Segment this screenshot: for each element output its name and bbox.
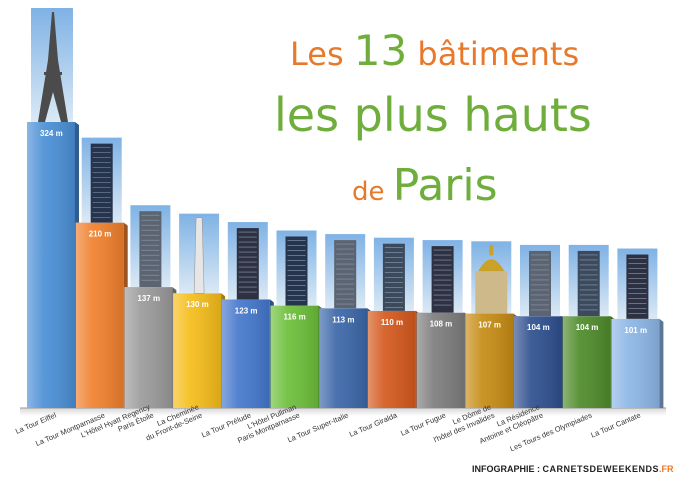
value-label-2: 210 m	[89, 230, 112, 239]
bar-6-shine	[270, 305, 319, 408]
bar-12-shine	[562, 316, 611, 408]
bar-13-shine	[611, 318, 660, 408]
value-label-9: 108 m	[430, 320, 453, 329]
building-icon	[529, 250, 551, 317]
building-icon	[236, 228, 259, 300]
value-label-12: 104 m	[576, 323, 599, 332]
eiffel-tower-icon	[38, 12, 68, 122]
bar-8-shine	[367, 310, 416, 408]
bar-2-shine	[75, 222, 124, 408]
chimney-icon	[193, 217, 205, 294]
bar-10-shine	[465, 313, 514, 408]
title-line-1: Les 13 bâtiments	[290, 30, 579, 72]
credit-label: INFOGRAPHIE :	[472, 464, 541, 474]
title-line-2: les plus hauts	[274, 88, 592, 142]
floor	[20, 408, 666, 416]
title-suffix: bâtiments	[417, 35, 580, 73]
value-label-10: 107 m	[478, 321, 501, 330]
bar-13-side	[659, 318, 664, 408]
credit-tld: .FR	[659, 464, 674, 474]
bar-4-shine	[173, 293, 222, 408]
building-icon	[382, 243, 405, 311]
building-icon	[90, 143, 113, 223]
dome-spire-icon	[489, 245, 494, 256]
value-label-13: 101 m	[624, 326, 647, 335]
title-number: 13	[353, 26, 408, 75]
value-label-1: 324 m	[40, 129, 63, 138]
value-label-6: 116 m	[284, 313, 306, 322]
building-icon	[431, 246, 454, 313]
title-prefix: Les	[290, 35, 344, 73]
eiffel-tower-platform	[44, 72, 62, 75]
value-label-8: 110 m	[381, 318, 403, 327]
bar-7-shine	[319, 308, 368, 408]
title-line-3: de Paris	[352, 164, 498, 208]
value-label-7: 113 m	[332, 315, 354, 324]
value-label-5: 123 m	[235, 306, 258, 315]
dome-icon	[478, 259, 505, 272]
credit-brand: CARNETSDEWEEKENDS	[542, 464, 660, 474]
bar-11-shine	[514, 316, 562, 408]
title-de: de	[352, 177, 385, 207]
value-label-11: 104 m	[527, 323, 550, 332]
building-icon	[626, 254, 649, 319]
building-icon	[285, 236, 308, 306]
bar-9-shine	[416, 312, 465, 408]
title-paris: Paris	[392, 160, 498, 211]
value-label-4: 130 m	[186, 300, 209, 309]
building-icon	[577, 250, 600, 317]
building-icon	[139, 211, 162, 288]
credit-line: INFOGRAPHIE : CARNETSDEWEEKENDS.FR	[472, 464, 674, 474]
bar-1-shine	[27, 122, 75, 408]
value-label-3: 137 m	[137, 294, 160, 303]
dome-base-icon	[475, 271, 508, 314]
bar-3-shine	[124, 287, 173, 408]
bar-5-shine	[221, 299, 270, 408]
